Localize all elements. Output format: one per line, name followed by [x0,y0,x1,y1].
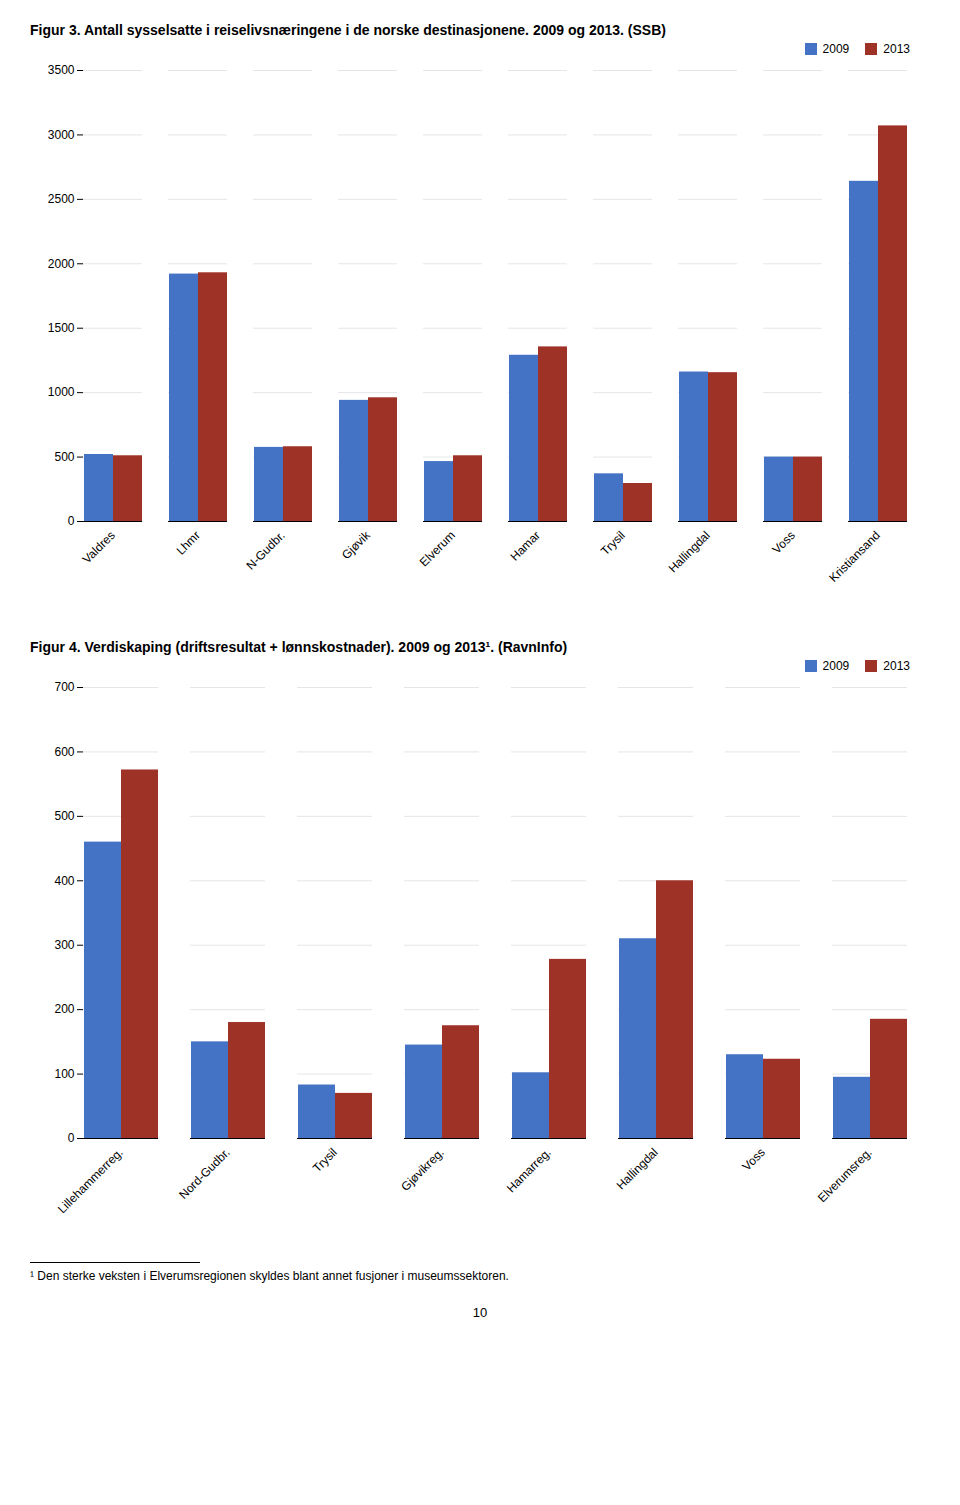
html-text:10: 10 [472,1305,488,1320]
html-text:2009: 2009 [822,42,850,56]
svg-text:400: 400 [54,874,74,888]
svg-text:0: 0 [68,1131,75,1145]
html-text:Figur 3. Antall sysselsatte i: Figur 3. Antall sysselsatte i reiselivsn… [30,22,666,38]
svg-text:2000: 2000 [48,257,75,271]
svg-text:600: 600 [54,745,74,759]
svg-text:3500: 3500 [48,63,75,77]
html-text:2013: 2013 [883,659,910,673]
svg-text:Hallingdal: Hallingdal [666,528,713,575]
svg-text:Lhmr: Lhmr [174,528,203,557]
svg-text:Hallingdal: Hallingdal [614,1145,661,1192]
html-text:Figur 4. Verdiskaping (driftsr: Figur 4. Verdiskaping (driftsresultat + … [30,639,568,655]
svg-text:Gjøvik: Gjøvik [339,528,374,563]
html-text:2013: 2013 [883,42,910,56]
svg-text:Gjøvikreg.: Gjøvikreg. [398,1145,447,1194]
svg-text:Trysil: Trysil [310,1145,340,1175]
svg-text:300: 300 [54,938,74,952]
svg-text:Voss: Voss [740,1145,768,1173]
svg-text:1000: 1000 [48,385,75,399]
svg-text:1500: 1500 [48,321,75,335]
svg-text:Valdres: Valdres [80,528,118,566]
svg-text:Kristiansand: Kristiansand [826,528,883,585]
svg-text:Hamarreg.: Hamarreg. [504,1145,554,1195]
svg-text:Hamar: Hamar [507,528,542,563]
html-text:2009: 2009 [822,659,850,673]
svg-text:500: 500 [54,809,74,823]
svg-text:Trysil: Trysil [598,528,628,558]
svg-text:Nord-Gudbr.: Nord-Gudbr. [176,1145,233,1202]
svg-text:N-Gudbr.: N-Gudbr. [244,528,288,572]
svg-text:Elverum: Elverum [417,528,458,569]
svg-text:Voss: Voss [770,528,798,556]
svg-text:500: 500 [54,450,74,464]
svg-text:700: 700 [54,680,74,694]
svg-text:100: 100 [54,1067,74,1081]
svg-text:Lillehammerreg.: Lillehammerreg. [55,1145,126,1216]
svg-text:3000: 3000 [48,128,75,142]
svg-text:2500: 2500 [48,192,75,206]
svg-text:200: 200 [54,1002,74,1016]
html-text:¹ Den sterke veksten i Elverum: ¹ Den sterke veksten i Elverumsregionen … [30,1269,509,1283]
svg-text:0: 0 [68,514,75,528]
svg-text:Elverumsreg.: Elverumsreg. [815,1145,875,1205]
